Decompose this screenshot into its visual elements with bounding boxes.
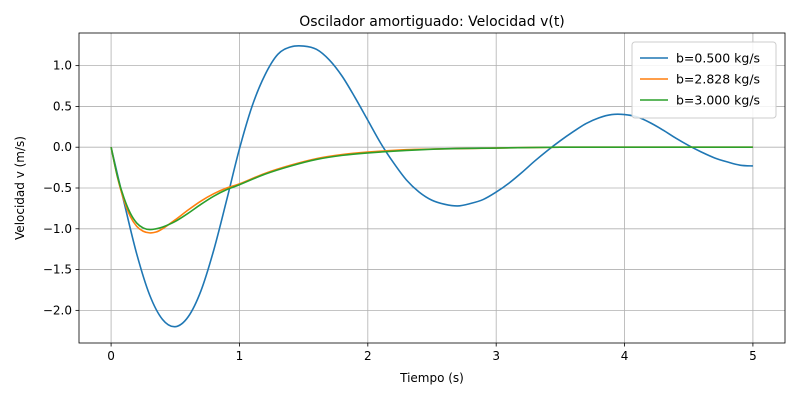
legend-entry-2: b=2.828 kg/s <box>676 72 760 87</box>
y-tick-label: −2.0 <box>43 303 72 317</box>
y-tick-label: −0.5 <box>43 181 72 195</box>
x-axis-label: Tiempo (s) <box>399 371 464 385</box>
chart-title: Oscilador amortiguado: Velocidad v(t) <box>299 14 565 30</box>
legend: b=0.500 kg/s b=2.828 kg/s b=3.000 kg/s <box>631 41 777 119</box>
legend-entry-1: b=0.500 kg/s <box>676 51 760 66</box>
y-tick-label: −1.5 <box>43 263 72 277</box>
x-tick-label: 3 <box>492 349 500 363</box>
x-tick-label: 0 <box>107 349 115 363</box>
x-tick-label: 5 <box>749 349 757 363</box>
legend-box <box>631 41 777 119</box>
series-line-3 <box>110 146 753 231</box>
tick-layer: 0 1 2 3 4 5 −2.0 −1.5 −1.0 −0.5 0.0 0.5 1.0 <box>43 59 757 363</box>
x-tick-label: 2 <box>364 349 372 363</box>
y-tick-label: 0.5 <box>53 99 72 113</box>
x-tick-label: 4 <box>621 349 629 363</box>
y-tick-label: 0.0 <box>53 140 72 154</box>
series-layer <box>110 44 753 328</box>
series-line-1 <box>110 44 753 328</box>
legend-entry-3: b=3.000 kg/s <box>676 93 760 108</box>
x-tick-label: 1 <box>236 349 244 363</box>
y-tick-label: −1.0 <box>43 222 72 236</box>
y-axis-label: Velocidad v (m/s) <box>13 136 27 240</box>
y-tick-label: 1.0 <box>53 59 72 73</box>
series-line-2 <box>110 146 753 234</box>
